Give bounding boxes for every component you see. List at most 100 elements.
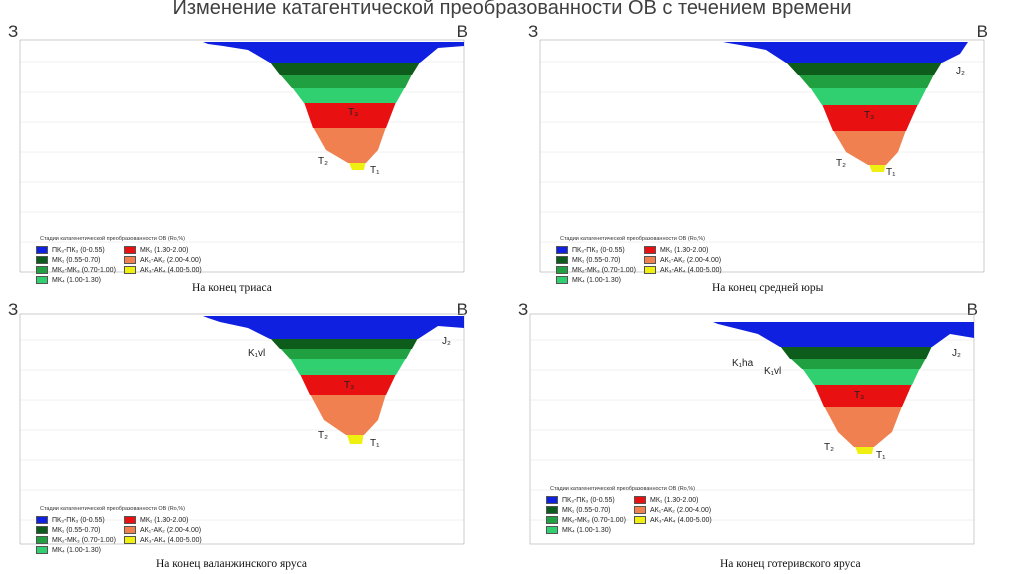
layer-light-green bbox=[802, 368, 920, 385]
legend-item: ПК₃-ПК₃ (0-0.55) bbox=[556, 246, 644, 254]
legend-swatch bbox=[644, 246, 656, 254]
legend-swatch bbox=[36, 536, 48, 544]
annotation-label: T₃ bbox=[348, 107, 359, 118]
legend-swatch bbox=[546, 506, 558, 514]
legend-item: АК₃-АК₄ (4.00-5.00) bbox=[124, 536, 224, 544]
layer-orange bbox=[313, 127, 386, 163]
legend-swatch bbox=[644, 266, 656, 274]
legend-item: АК₃-АК₄ (4.00-5.00) bbox=[644, 266, 744, 274]
legend-swatch bbox=[124, 246, 136, 254]
legend-item: МК₁ (0.55-0.70) bbox=[546, 506, 634, 514]
legend-swatch bbox=[124, 536, 136, 544]
legend-item: МК₂-МК₃ (0.70-1.00) bbox=[546, 516, 634, 524]
layer-dark-green bbox=[786, 62, 942, 75]
layer-dark-green bbox=[780, 346, 932, 359]
cross-section-chart bbox=[19, 39, 465, 273]
legend-swatch bbox=[36, 256, 48, 264]
legend: Стадии катагенетической преобразованност… bbox=[556, 236, 744, 284]
legend-swatch bbox=[634, 496, 646, 504]
annotation-label: T₁ bbox=[876, 450, 886, 461]
west-label: З bbox=[8, 22, 19, 41]
legend-swatch bbox=[124, 266, 136, 274]
legend-swatch bbox=[124, 516, 136, 524]
annotation-label: T₂ bbox=[318, 156, 328, 167]
annotation-label: T₂ bbox=[824, 442, 834, 453]
legend-swatch bbox=[36, 246, 48, 254]
annotation-label: J₂ bbox=[952, 348, 961, 359]
legend-swatch bbox=[634, 516, 646, 524]
legend-item: ПК₃-ПК₃ (0-0.55) bbox=[36, 246, 124, 254]
legend-swatch bbox=[556, 276, 568, 284]
layer-red bbox=[822, 104, 918, 131]
layer-light-green bbox=[810, 87, 927, 105]
layer-red bbox=[814, 384, 912, 407]
legend-item: АК₁-АК₂ (2.00-4.00) bbox=[124, 526, 224, 534]
section-panel-2: З В J₂ T₃ T₂ T₁ Стадии катагенетической … bbox=[528, 22, 988, 284]
legend-swatch bbox=[36, 526, 48, 534]
legend-swatch bbox=[36, 546, 48, 554]
legend-item: МК₁ (1.30-2.00) bbox=[124, 516, 224, 524]
layer-blue bbox=[713, 322, 974, 347]
legend-header: Стадии катагенетической преобразованност… bbox=[40, 236, 185, 242]
legend-swatch bbox=[546, 516, 558, 524]
layer-dark-green bbox=[270, 338, 418, 349]
legend-item: МК₄ (1.00-1.30) bbox=[546, 526, 634, 534]
legend-item: МК₁ (1.30-2.00) bbox=[124, 246, 224, 254]
legend-swatch bbox=[36, 276, 48, 284]
legend-item: МК₂-МК₃ (0.70-1.00) bbox=[556, 266, 644, 274]
layer-green bbox=[798, 74, 934, 88]
legend-item: МК₄ (1.00-1.30) bbox=[36, 276, 124, 284]
layer-orange bbox=[310, 394, 386, 435]
east-label: В bbox=[456, 300, 468, 319]
annotation-label: T₁ bbox=[886, 167, 896, 178]
cross-section-chart bbox=[529, 313, 975, 545]
layer-blue bbox=[203, 42, 464, 63]
legend-item: ПК₃-ПК₃ (0-0.55) bbox=[36, 516, 124, 524]
layer-green bbox=[790, 358, 926, 369]
cross-section-chart bbox=[539, 39, 985, 273]
legend-item: МК₁ (0.55-0.70) bbox=[36, 526, 124, 534]
west-label: З bbox=[518, 300, 529, 319]
section-panel-3: З В K₁vl J₂ T₃ T₂ T₁ Стадии катагенетиче… bbox=[8, 300, 468, 560]
legend-swatch bbox=[644, 256, 656, 264]
legend-header: Стадии катагенетической преобразованност… bbox=[560, 236, 705, 242]
layer-red bbox=[304, 102, 396, 128]
legend-item: ПК₃-ПК₃ (0-0.55) bbox=[546, 496, 634, 504]
layer-green bbox=[280, 74, 412, 88]
annotation-label: K₁vl bbox=[248, 348, 266, 359]
legend-item: АК₁-АК₂ (2.00-4.00) bbox=[124, 256, 224, 264]
legend-item: АК₁-АК₂ (2.00-4.00) bbox=[634, 506, 734, 514]
annotation-label: J₂ bbox=[956, 66, 965, 77]
annotation-label: T₁ bbox=[370, 165, 380, 176]
annotation-label: T₂ bbox=[836, 158, 846, 169]
legend-item: МК₁ (1.30-2.00) bbox=[644, 246, 744, 254]
legend-item: МК₁ (0.55-0.70) bbox=[556, 256, 644, 264]
legend-swatch bbox=[124, 526, 136, 534]
legend-item: МК₂-МК₃ (0.70-1.00) bbox=[36, 266, 124, 274]
west-label: З bbox=[528, 22, 539, 41]
east-label: В bbox=[456, 22, 468, 41]
annotation-label: T₂ bbox=[318, 430, 328, 441]
east-label: В bbox=[966, 300, 978, 319]
legend-swatch bbox=[556, 256, 568, 264]
annotation-label: J₂ bbox=[442, 336, 451, 347]
layer-orange bbox=[833, 130, 906, 165]
legend-swatch bbox=[546, 526, 558, 534]
cross-section-chart bbox=[19, 313, 465, 545]
legend-item: МК₄ (1.00-1.30) bbox=[36, 546, 124, 554]
legend-header: Стадии катагенетической преобразованност… bbox=[550, 486, 695, 492]
annotation-label: K₁ha bbox=[732, 358, 754, 369]
section-panel-4: З В K₁ha K₁vl J₂ T₃ T₂ T₁ Стадии катаген… bbox=[518, 300, 978, 560]
legend-item: АК₃-АК₄ (4.00-5.00) bbox=[124, 266, 224, 274]
legend-item: МК₁ (0.55-0.70) bbox=[36, 256, 124, 264]
east-label: В bbox=[976, 22, 988, 41]
legend-swatch bbox=[36, 516, 48, 524]
section-panel-1: З В T₃ T₂ T₁ Стадии катагенетической пре… bbox=[8, 22, 468, 284]
legend-swatch bbox=[36, 266, 48, 274]
annotation-label: T₃ bbox=[864, 110, 875, 121]
legend-swatch bbox=[546, 496, 558, 504]
legend-item: МК₁ (1.30-2.00) bbox=[634, 496, 734, 504]
legend-swatch bbox=[124, 256, 136, 264]
depth-gridlines bbox=[20, 61, 464, 243]
panel-caption: На конец средней юры bbox=[712, 282, 824, 294]
